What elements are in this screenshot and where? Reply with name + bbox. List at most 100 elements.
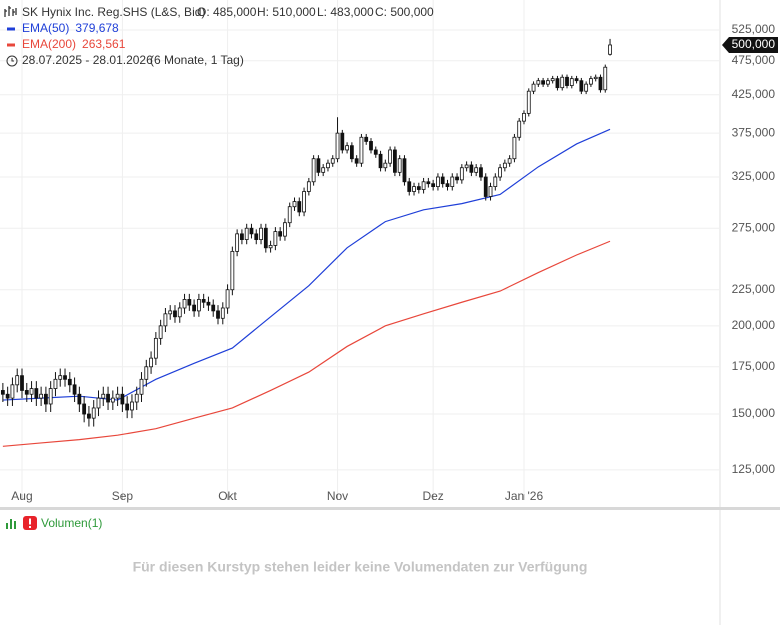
candle-body — [43, 393, 48, 405]
y-tick-label: 225,000 — [732, 282, 776, 296]
ema-line — [2, 128, 611, 401]
candle-body — [531, 83, 536, 92]
candle-body — [173, 310, 177, 318]
candle-body — [0, 390, 5, 395]
volume-panel: Volumen(1) Für diesen Kurstyp stehen lei… — [6, 516, 587, 575]
x-tick-label: Okt — [218, 489, 237, 503]
candle-body — [555, 78, 560, 89]
candle-body — [431, 183, 436, 188]
candle-body — [493, 176, 498, 188]
candle-body — [287, 206, 292, 224]
clock-icon — [6, 55, 18, 67]
y-tick-label: 475,000 — [732, 53, 776, 67]
candle-body — [541, 80, 546, 85]
candle-body — [201, 299, 206, 303]
candle-body — [87, 413, 91, 419]
candle-body — [230, 250, 235, 291]
candle-body — [340, 132, 345, 151]
panel-separator — [0, 507, 780, 510]
candle-body — [565, 76, 569, 86]
y-tick-label: 375,000 — [732, 125, 776, 139]
candle-body — [479, 167, 483, 178]
candle-body — [517, 120, 522, 138]
candle-body — [474, 167, 479, 173]
candle-body — [220, 307, 225, 319]
candle-body — [268, 245, 273, 249]
candle-body — [412, 186, 416, 192]
candle-body — [502, 162, 507, 169]
candle-body — [63, 375, 67, 380]
candle-body — [5, 393, 10, 399]
y-tick-label: 150,000 — [732, 406, 776, 420]
x-tick-label: Dez — [422, 489, 443, 503]
candle-body — [72, 384, 77, 395]
ema-line — [2, 240, 611, 447]
candle-body — [101, 393, 106, 399]
candle-body — [569, 78, 574, 86]
candle-body — [545, 80, 550, 85]
candle-body — [34, 388, 39, 399]
candle-body — [24, 390, 29, 395]
candle-body — [206, 301, 211, 306]
candle-body — [469, 164, 474, 173]
clock-hand — [11, 58, 14, 62]
candle-body — [445, 183, 450, 188]
header: SK Hynix Inc. Reg.SHS (L&S, Bid) O: 485,… — [4, 5, 434, 67]
candle-body — [106, 393, 110, 403]
y-tick-label: 275,000 — [732, 220, 776, 234]
open-value: O: 485,000 — [197, 5, 257, 19]
candle-body — [311, 158, 316, 183]
candle-body — [259, 227, 263, 240]
candle-body — [216, 310, 220, 319]
candle-body — [526, 90, 531, 114]
candle-body — [292, 201, 297, 208]
legend-value: 263,561 — [82, 37, 126, 51]
candle-body — [110, 397, 115, 403]
candle-body — [211, 304, 216, 312]
close-value: C: 500,000 — [375, 5, 434, 19]
candle-body — [278, 231, 283, 237]
candle-body — [144, 366, 149, 380]
candle-body — [168, 310, 173, 315]
candle-body — [149, 357, 153, 368]
candle-icon — [4, 6, 17, 17]
candle-body — [426, 181, 431, 185]
candle-body — [483, 176, 488, 197]
y-tick-label: 325,000 — [732, 169, 776, 183]
candle-body — [512, 136, 517, 160]
y-tick-label: 125,000 — [732, 462, 776, 476]
candle-body — [321, 167, 326, 173]
candle-body — [383, 162, 388, 169]
candle-body — [421, 181, 426, 190]
candle-body — [335, 132, 340, 160]
y-tick-label: 525,000 — [732, 22, 776, 36]
candle-body — [522, 112, 526, 122]
candle-body — [388, 149, 393, 164]
candle-body — [436, 176, 440, 188]
candle-body — [225, 289, 230, 309]
period: (6 Monate, 1 Tag) — [150, 53, 244, 67]
candle-body — [584, 83, 589, 92]
candle-body — [450, 176, 455, 188]
candle-body — [373, 149, 378, 155]
candle-body — [507, 158, 512, 164]
candle-body — [254, 233, 259, 240]
plot-area: 125,000 150,000 175,000 200,000 225,000 275,0… — [0, 0, 775, 503]
candle-body — [82, 403, 87, 415]
warning-mark — [29, 518, 31, 525]
candle-body — [15, 375, 20, 386]
x-tick-label: Sep — [112, 489, 134, 503]
candle-body — [459, 167, 464, 181]
candle-body — [416, 186, 421, 190]
candle-body — [125, 403, 130, 411]
candle-body — [306, 181, 311, 192]
candle-body — [550, 78, 555, 82]
candle-body — [263, 227, 268, 249]
candle-body — [240, 233, 244, 240]
x-tick-label: Jan '26 — [505, 489, 544, 503]
y-tick-label: 175,000 — [732, 359, 776, 373]
candle-body — [326, 162, 330, 169]
candle-body — [464, 164, 469, 169]
legend-value: 379,678 — [75, 21, 119, 35]
candle-body — [608, 44, 612, 55]
